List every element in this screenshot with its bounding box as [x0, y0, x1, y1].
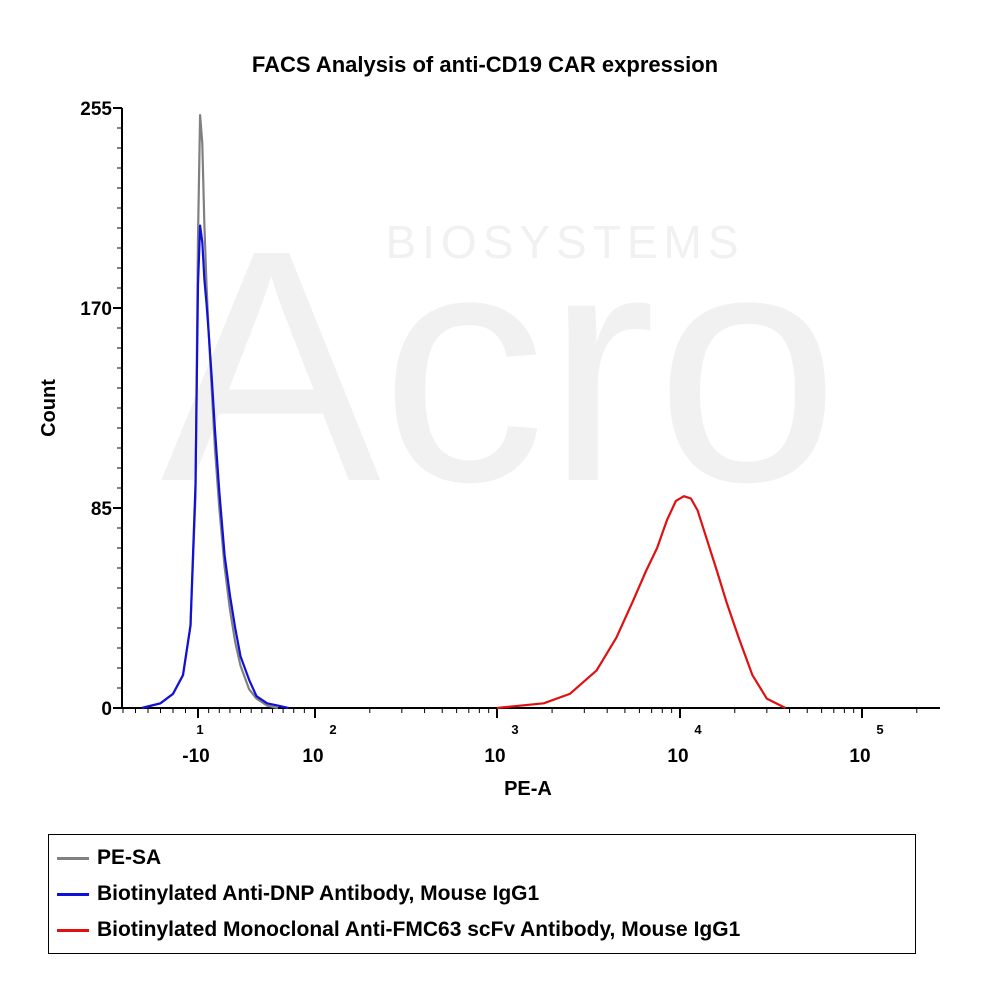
x-ticks: -10 1 10 2 10 3 10 4 10 5	[122, 708, 918, 767]
x-tick-exponent: 4	[694, 722, 702, 737]
x-tick-label: 10	[484, 746, 505, 767]
legend-item-pe-sa: PE-SA	[57, 843, 161, 873]
y-ticks: 0 85 170 255	[80, 99, 122, 720]
series-layer	[141, 113, 786, 710]
watermark-brand: Acro	[161, 181, 840, 550]
legend-label-anti-dnp: Biotinylated Anti-DNP Antibody, Mouse Ig…	[97, 882, 540, 905]
legend-swatch-pe-sa	[57, 856, 89, 860]
y-axis-label: Count	[38, 379, 60, 437]
x-tick-label: 10	[849, 746, 870, 767]
legend-item-anti-dnp: Biotinylated Anti-DNP Antibody, Mouse Ig…	[57, 879, 539, 909]
y-tick-label: 255	[80, 99, 112, 120]
legend-label-anti-fmc63: Biotinylated Monoclonal Anti-FMC63 scFv …	[97, 918, 741, 941]
y-tick-label: 0	[101, 699, 112, 720]
legend-item-anti-fmc63: Biotinylated Monoclonal Anti-FMC63 scFv …	[57, 915, 740, 945]
x-tick-label: 10	[667, 746, 688, 767]
x-tick-label: 10	[302, 746, 323, 767]
x-axis-label: PE-A	[504, 778, 552, 800]
y-tick-label: 85	[91, 499, 113, 520]
watermark: Acro BIOSYSTEMS	[161, 181, 840, 550]
y-tick-label: 170	[80, 299, 112, 320]
x-tick-exponent: 3	[511, 722, 518, 737]
x-tick-exponent: 1	[196, 722, 203, 737]
x-tick-label: -10	[182, 746, 209, 767]
series-line-1	[141, 224, 289, 710]
legend-label-pe-sa: PE-SA	[97, 846, 162, 869]
series-line-2	[496, 495, 786, 710]
legend-swatch-anti-fmc63	[57, 928, 89, 932]
watermark-sub: BIOSYSTEMS	[385, 216, 744, 268]
chart-title: FACS Analysis of anti-CD19 CAR expressio…	[252, 52, 718, 77]
legend-swatch-anti-dnp	[57, 892, 89, 896]
x-tick-exponent: 5	[876, 722, 883, 737]
legend: PE-SA Biotinylated Anti-DNP Antibody, Mo…	[48, 834, 916, 954]
x-tick-exponent: 2	[329, 722, 336, 737]
